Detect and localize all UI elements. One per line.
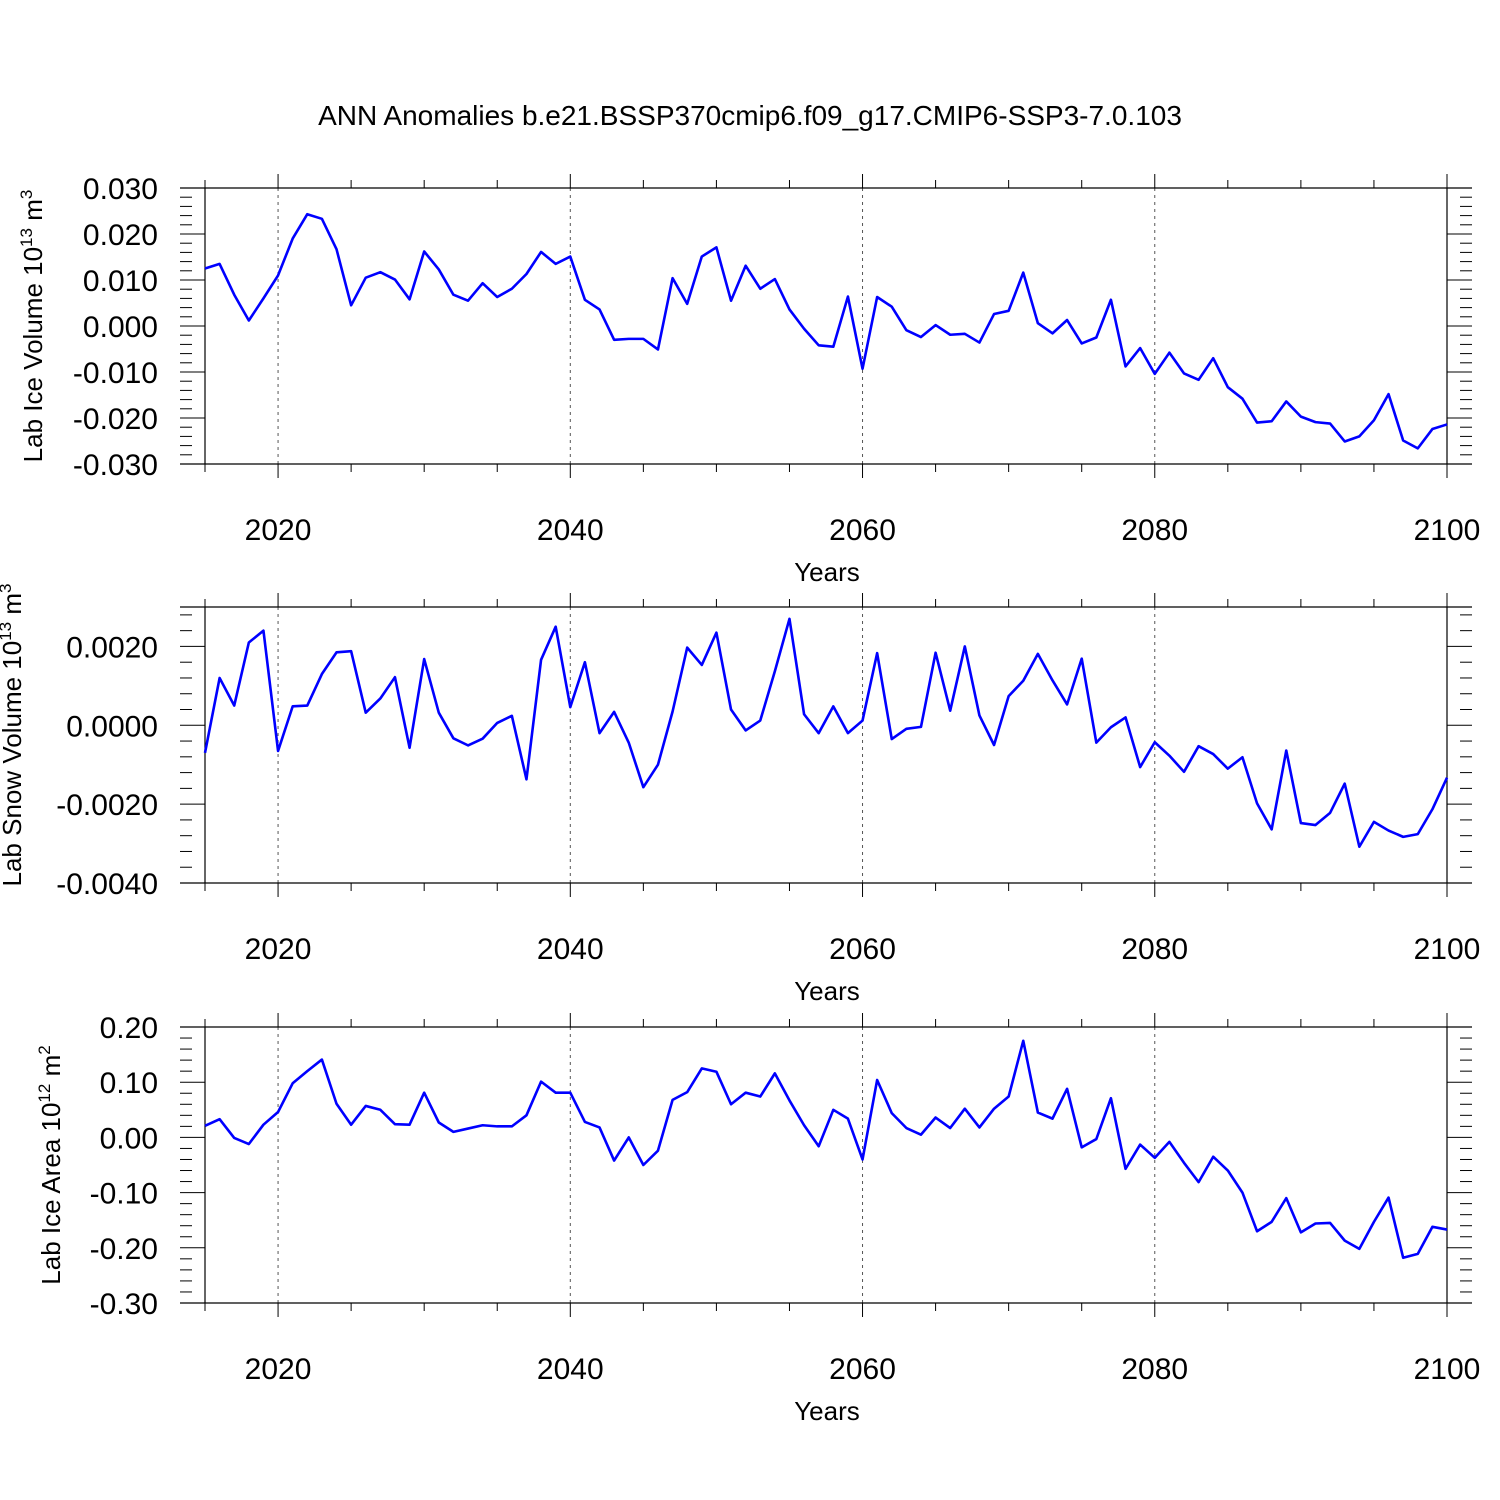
- x-axis-label: Years: [794, 976, 860, 1006]
- x-tick-label: 2080: [1121, 1353, 1188, 1386]
- y-tick-label: -0.0020: [56, 789, 158, 822]
- y-tick-label: -0.30: [90, 1288, 158, 1321]
- x-tick-label: 2020: [245, 933, 312, 966]
- series-line: [204, 212, 1448, 450]
- panel-ice-volume: -0.030 -0.020 -0.010 0.000 0.010 0.020 0.030 20…: [17, 173, 1480, 587]
- x-tick-label: 2040: [537, 514, 604, 547]
- y-axis-label: Lab Ice Area 1012 m2: [35, 1045, 66, 1284]
- y-tick-label: 0.010: [83, 265, 158, 298]
- x-tick-label: 2100: [1414, 514, 1481, 547]
- series-line: [204, 1039, 1448, 1260]
- x-tick-label: 2040: [537, 933, 604, 966]
- x-tick-label: 2080: [1121, 933, 1188, 966]
- y-tick-label: -0.010: [73, 357, 158, 390]
- x-tick-label: 2080: [1121, 514, 1188, 547]
- x-tick-label: 2020: [245, 1353, 312, 1386]
- series-line: [203, 617, 1449, 849]
- x-tick-label: 2100: [1414, 933, 1481, 966]
- panel-ice-area: -0.30 -0.20 -0.10 0.00 0.10 0.20 2020 2040 2060 2…: [35, 1012, 1480, 1426]
- y-tick-label: 0.00: [100, 1122, 158, 1155]
- y-tick-label: 0.10: [100, 1067, 158, 1100]
- y-tick-label: -0.20: [90, 1233, 158, 1266]
- y-tick-label: -0.020: [73, 403, 158, 436]
- y-tick-label: 0.0000: [66, 710, 158, 743]
- x-axis-label: Years: [794, 1396, 860, 1426]
- y-tick-label: 0.0020: [66, 631, 158, 664]
- y-tick-label: 0.020: [83, 219, 158, 252]
- y-axis-label: Lab Ice Volume 1013 m3: [17, 190, 48, 463]
- x-axis-label: Years: [794, 557, 860, 587]
- x-tick-label: 2040: [537, 1353, 604, 1386]
- x-tick-label: 2100: [1414, 1353, 1481, 1386]
- y-tick-label: -0.10: [90, 1178, 158, 1211]
- y-tick-label: -0.0040: [56, 868, 158, 901]
- x-tick-label: 2060: [829, 1353, 896, 1386]
- y-tick-label: -0.030: [73, 449, 158, 482]
- y-tick-label: 0.20: [100, 1012, 158, 1045]
- x-tick-label: 2060: [829, 933, 896, 966]
- y-axis-label: Lab Snow Volume 1013 m3: [0, 583, 27, 886]
- x-tick-label: 2060: [829, 514, 896, 547]
- panel-snow-volume: -0.0040 -0.0020 0.0000 0.0020 2020 2040 2060 20…: [0, 583, 1480, 1006]
- chart-title: ANN Anomalies b.e21.BSSP370cmip6.f09_g17…: [318, 100, 1182, 131]
- y-tick-label: 0.030: [83, 173, 158, 206]
- x-tick-label: 2020: [245, 514, 312, 547]
- y-tick-label: 0.000: [83, 311, 158, 344]
